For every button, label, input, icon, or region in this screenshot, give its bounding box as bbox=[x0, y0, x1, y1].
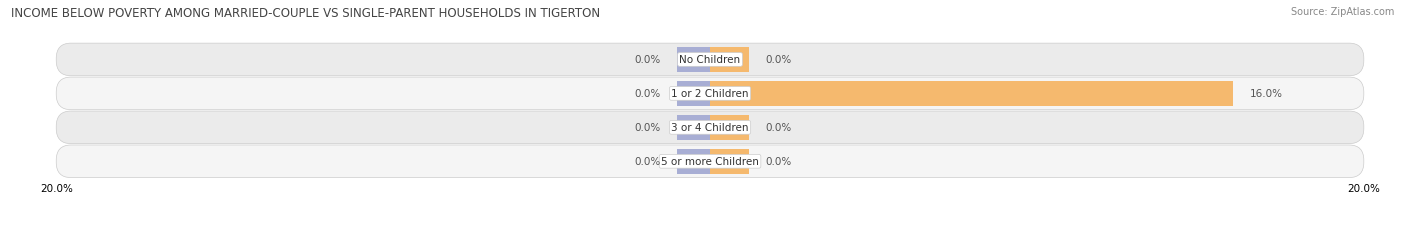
Text: 0.0%: 0.0% bbox=[634, 89, 661, 99]
Text: Source: ZipAtlas.com: Source: ZipAtlas.com bbox=[1291, 7, 1395, 17]
Bar bbox=[678, 149, 710, 174]
Text: 0.0%: 0.0% bbox=[634, 55, 661, 65]
FancyBboxPatch shape bbox=[56, 145, 1364, 178]
Text: 16.0%: 16.0% bbox=[1250, 89, 1282, 99]
FancyBboxPatch shape bbox=[56, 44, 1364, 76]
Text: 0.0%: 0.0% bbox=[766, 157, 792, 167]
Bar bbox=[710, 149, 749, 174]
FancyBboxPatch shape bbox=[56, 78, 1364, 110]
Text: No Children: No Children bbox=[679, 55, 741, 65]
Text: 5 or more Children: 5 or more Children bbox=[661, 157, 759, 167]
Bar bbox=[678, 116, 710, 140]
Text: 0.0%: 0.0% bbox=[766, 55, 792, 65]
Text: 0.0%: 0.0% bbox=[634, 123, 661, 133]
FancyBboxPatch shape bbox=[56, 112, 1364, 144]
Text: 3 or 4 Children: 3 or 4 Children bbox=[671, 123, 749, 133]
Text: 1 or 2 Children: 1 or 2 Children bbox=[671, 89, 749, 99]
Text: INCOME BELOW POVERTY AMONG MARRIED-COUPLE VS SINGLE-PARENT HOUSEHOLDS IN TIGERTO: INCOME BELOW POVERTY AMONG MARRIED-COUPL… bbox=[11, 7, 600, 20]
Bar bbox=[710, 116, 749, 140]
Bar bbox=[678, 82, 710, 106]
Bar bbox=[678, 48, 710, 72]
Bar bbox=[710, 82, 1233, 106]
Bar bbox=[710, 48, 749, 72]
Text: 0.0%: 0.0% bbox=[634, 157, 661, 167]
Text: 0.0%: 0.0% bbox=[766, 123, 792, 133]
